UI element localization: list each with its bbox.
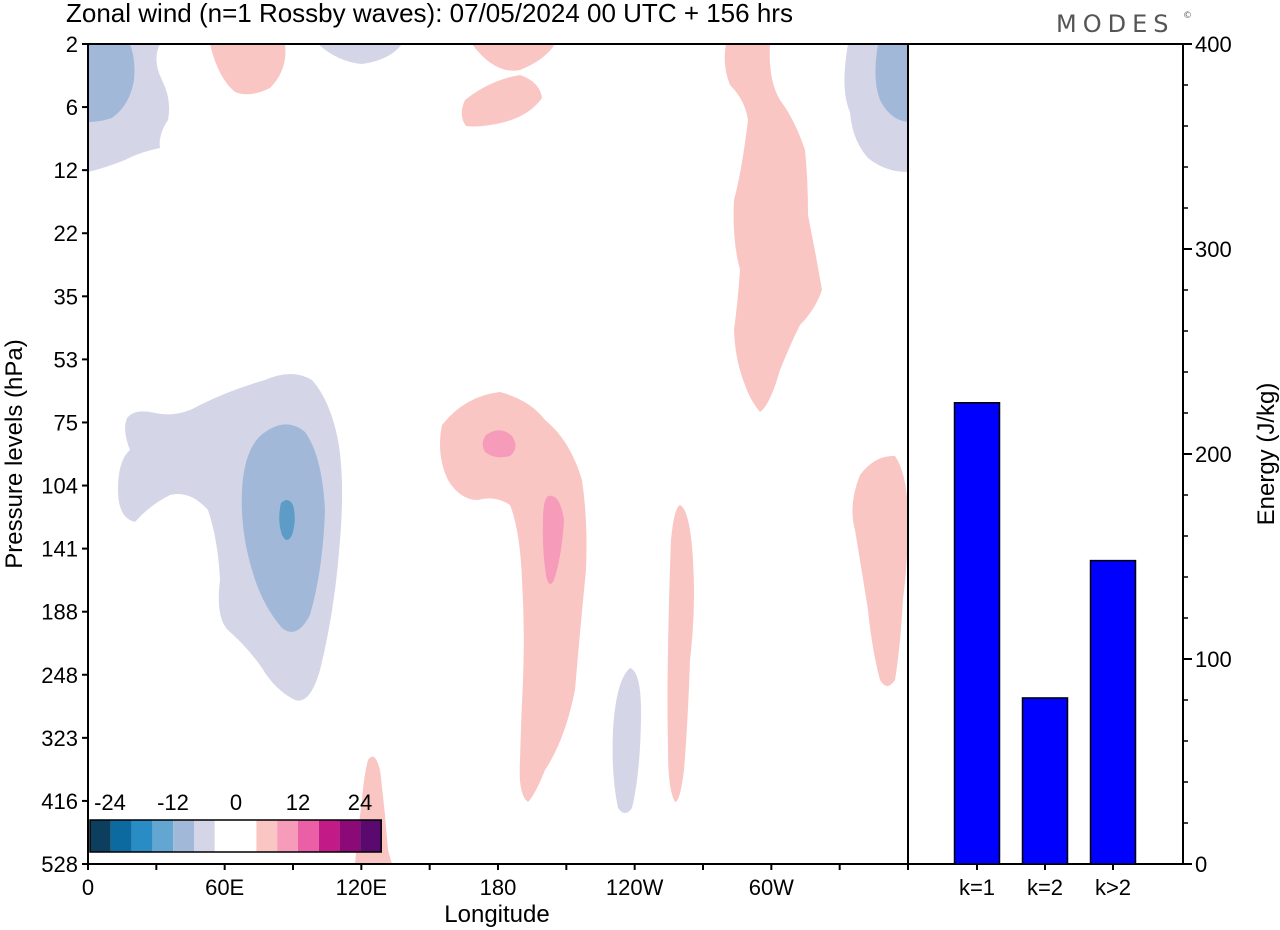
- energy-axis-label: Energy (J/kg): [1253, 383, 1280, 526]
- y-tick-label: 248: [41, 663, 78, 688]
- y-tick-label: 141: [41, 537, 78, 562]
- x-tick-label: 0: [82, 875, 94, 900]
- neg-contour-top-band: [318, 44, 402, 64]
- contour-plot: -24 -12 0 12 24: [87, 43, 909, 865]
- colorbar-label: 24: [348, 790, 372, 815]
- colorbar-label: 12: [286, 790, 310, 815]
- colorbar-swatch: [339, 820, 361, 852]
- y-tick-label: 6: [66, 95, 78, 120]
- colorbar-swatch: [152, 820, 174, 852]
- pos-contour-top-mid-2: [461, 75, 542, 127]
- colorbar-swatch: [256, 820, 278, 852]
- brand-mark: ©: [1183, 11, 1192, 21]
- bar-category-labels: k=1 k=2 k>2: [959, 864, 1131, 900]
- y-tick-label: 22: [54, 221, 78, 246]
- y-right-tick-label: 400: [1195, 32, 1232, 57]
- colorbar-swatch: [235, 820, 257, 852]
- colorbar-swatch: [110, 820, 132, 852]
- bar-category-label: k=1: [959, 875, 995, 900]
- y-tick-label: 104: [41, 474, 78, 499]
- bar-category-label: k=2: [1027, 875, 1063, 900]
- pos-contour-narrow: [667, 505, 694, 802]
- x-axis-longitude: 0 60E 120E 180 120W 60W: [82, 864, 909, 900]
- colorbar-swatch: [277, 820, 298, 852]
- colorbar: -24 -12 0 12 24: [89, 790, 382, 853]
- energy-bar-chart: k=1 k=2 k>2 0 100 200 300 400 Energy (J/kg): [907, 32, 1280, 900]
- pos-contour-top-left: [210, 44, 286, 95]
- y-tick-label: 323: [41, 726, 78, 751]
- pos-contour-strip-upper: [724, 44, 822, 412]
- colorbar-swatch: [173, 820, 194, 852]
- colorbar-swatch: [131, 820, 153, 852]
- y-tick-label: 188: [41, 600, 78, 625]
- colorbar-swatch: [298, 820, 319, 852]
- colorbar-label: 0: [230, 790, 242, 815]
- pos-contour-central-core-1: [482, 430, 516, 458]
- y-axis-pressure: 2 6 12 22 35 53 75 104 141 188 248 323 416 528: [41, 32, 88, 877]
- neg-contour-right-top-inner: [875, 44, 908, 122]
- y-right-tick-label: 100: [1195, 647, 1232, 672]
- y-tick-label: 2: [66, 32, 78, 57]
- chart-title: Zonal wind (n=1 Rossby waves): 07/05/202…: [66, 0, 793, 28]
- x-tick-label: 60W: [749, 875, 794, 900]
- pos-contour-central: [440, 392, 587, 802]
- colorbar-swatch: [318, 820, 340, 852]
- y-right-tick-label: 200: [1195, 442, 1232, 467]
- pos-contour-right: [852, 455, 908, 686]
- colorbar-frame: [89, 819, 382, 853]
- x-tick-label: 60E: [205, 875, 244, 900]
- energy-bar: [1021, 697, 1069, 865]
- y-axis-energy: 0 100 200 300 400: [1183, 32, 1232, 877]
- x-tick-label: 120E: [336, 875, 387, 900]
- bar-category-label: k>2: [1095, 875, 1131, 900]
- y-tick-label: 528: [41, 852, 78, 877]
- neg-contour-core: [279, 499, 295, 540]
- x-tick-label: 120W: [606, 875, 664, 900]
- x-tick-label: 180: [480, 875, 517, 900]
- energy-bar: [1089, 559, 1137, 865]
- y-right-tick-label: 300: [1195, 237, 1232, 262]
- pos-contour-top-mid-1: [472, 44, 555, 71]
- colorbar-swatch: [90, 820, 111, 852]
- y-right-tick-label: 0: [1195, 852, 1207, 877]
- colorbar-swatch: [214, 820, 236, 852]
- y-tick-label: 53: [54, 347, 78, 372]
- neg-contour-left-top-inner: [88, 44, 135, 122]
- y-tick-label: 416: [41, 789, 78, 814]
- x-axis-label: Longitude: [444, 901, 549, 928]
- energy-bar: [953, 402, 1001, 865]
- y-tick-label: 12: [54, 158, 78, 183]
- pos-contour-central-core-2: [542, 495, 564, 584]
- colorbar-swatch: [194, 820, 215, 852]
- y-axis-label: Pressure levels (hPa): [1, 339, 28, 568]
- bars: [953, 402, 1137, 865]
- neg-contour-lower: [612, 668, 642, 813]
- brand-logo: MODES: [1056, 10, 1174, 38]
- colorbar-label: -12: [157, 790, 189, 815]
- y-tick-label: 75: [54, 410, 78, 435]
- y-tick-label: 35: [54, 284, 78, 309]
- colorbar-label: -24: [94, 790, 126, 815]
- colorbar-swatch: [360, 820, 382, 852]
